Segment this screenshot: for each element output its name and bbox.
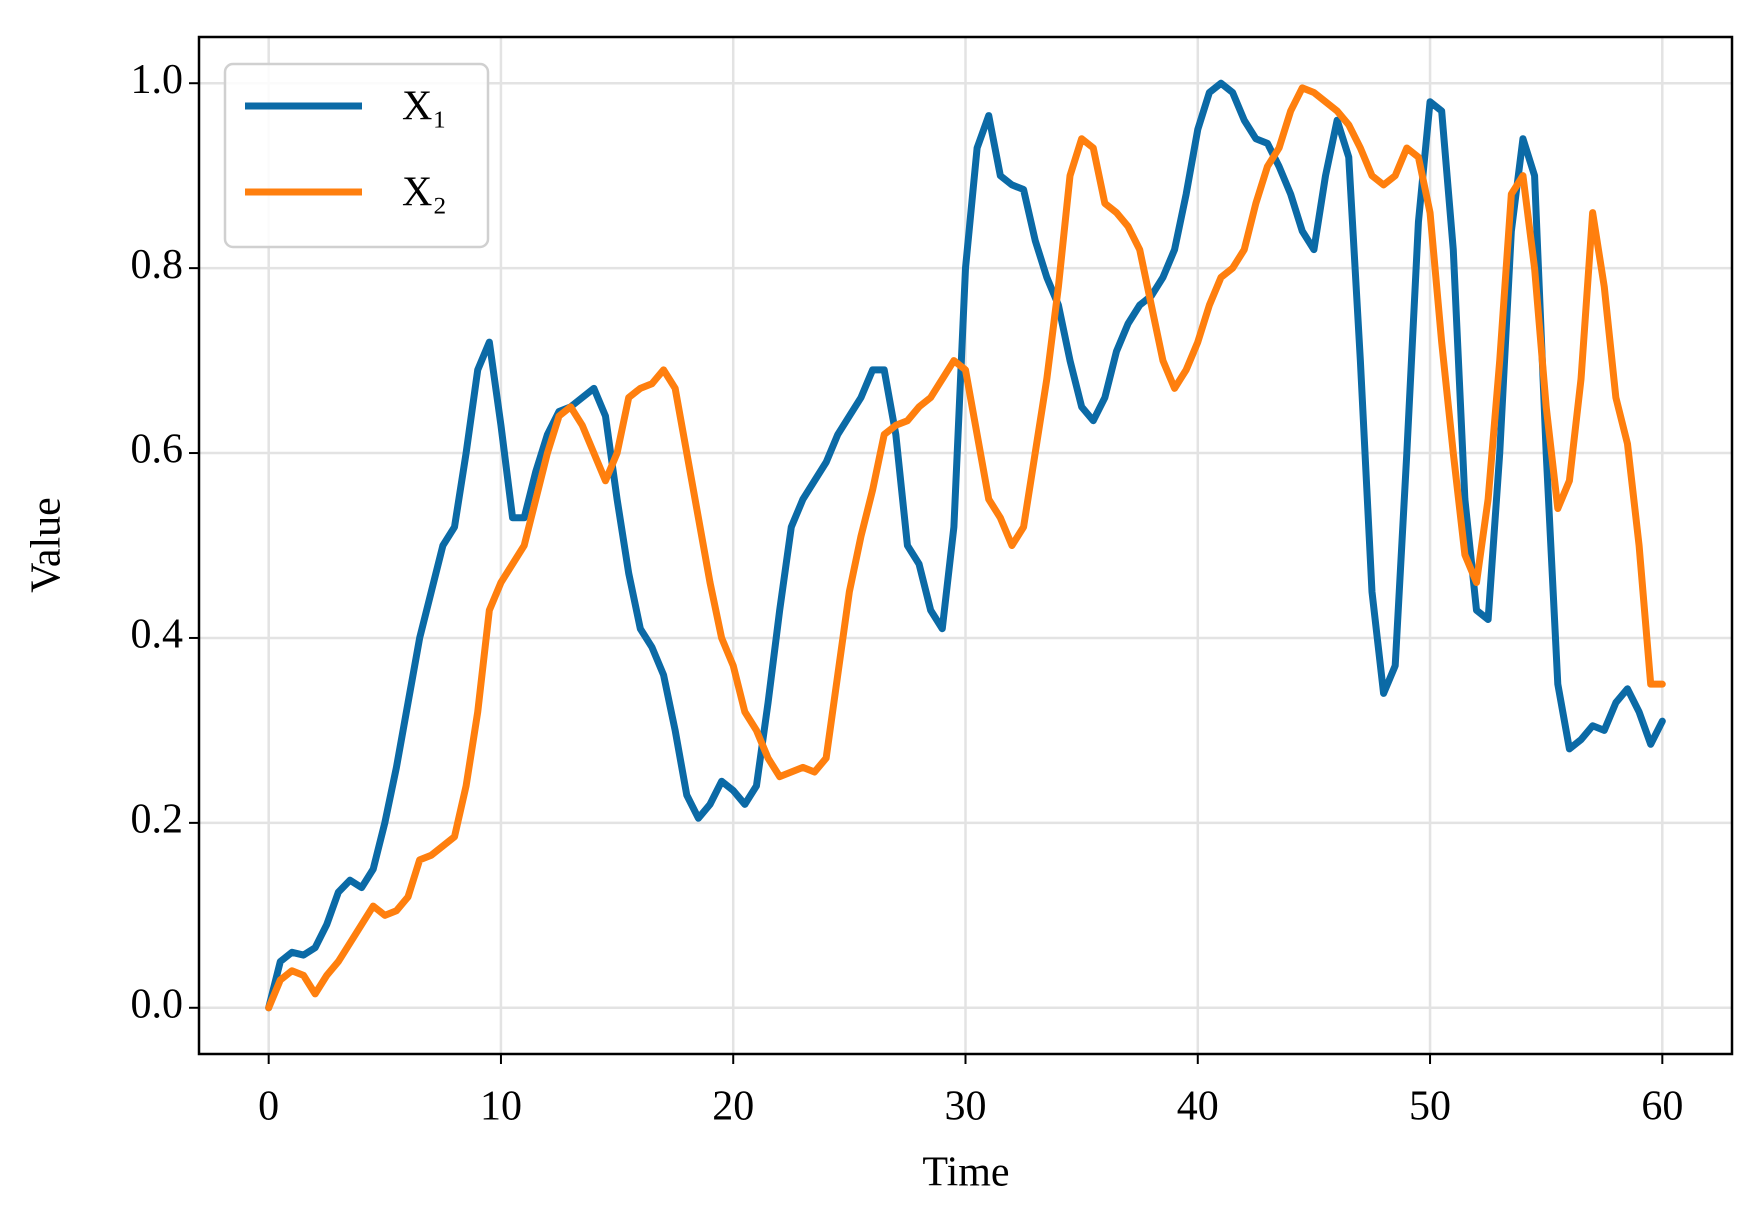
legend-label: X₁ bbox=[402, 84, 447, 130]
x-tick-label: 50 bbox=[1409, 1084, 1451, 1130]
x-tick-label: 0 bbox=[258, 1084, 279, 1130]
y-tick-label: 0.4 bbox=[131, 612, 184, 658]
y-tick-label: 0.0 bbox=[131, 981, 184, 1027]
x-tick-label: 60 bbox=[1641, 1084, 1683, 1130]
series-line bbox=[265, 79, 1666, 1012]
legend-label: X₂ bbox=[402, 170, 447, 216]
y-tick-label: 0.2 bbox=[131, 797, 184, 843]
plot-frame bbox=[197, 35, 1734, 1056]
series-line bbox=[265, 84, 1666, 1012]
y-tick-label: 0.8 bbox=[131, 242, 184, 288]
x-tick-label: 20 bbox=[712, 1084, 754, 1130]
legend-box bbox=[223, 62, 490, 249]
x-tick-label: 10 bbox=[480, 1084, 522, 1130]
x-axis-label: Time bbox=[922, 1150, 1009, 1196]
x-tick-label: 40 bbox=[1177, 1084, 1219, 1130]
y-tick-label: 0.6 bbox=[131, 427, 184, 473]
y-tick-label: 1.0 bbox=[131, 57, 184, 103]
y-axis-label: Value bbox=[24, 497, 70, 593]
x-tick-label: 30 bbox=[945, 1084, 987, 1130]
